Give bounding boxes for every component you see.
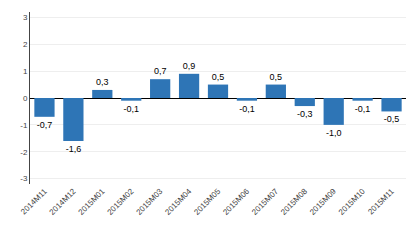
- svg-text:-0,1: -0,1: [239, 104, 255, 114]
- svg-text:2015M06: 2015M06: [221, 186, 251, 216]
- svg-text:-1: -1: [20, 121, 28, 130]
- svg-text:-3: -3: [20, 174, 28, 183]
- svg-text:-0,7: -0,7: [37, 120, 53, 130]
- svg-text:-0,1: -0,1: [123, 104, 139, 114]
- svg-text:2015M03: 2015M03: [134, 186, 164, 216]
- svg-text:-2: -2: [20, 148, 28, 157]
- svg-text:2: 2: [23, 40, 28, 49]
- svg-text:-1,0: -1,0: [326, 128, 342, 138]
- svg-text:1: 1: [23, 67, 28, 76]
- svg-text:3: 3: [23, 13, 28, 22]
- svg-text:2014M12: 2014M12: [48, 186, 78, 216]
- svg-text:2015M04: 2015M04: [163, 186, 193, 216]
- svg-text:2015M09: 2015M09: [308, 186, 338, 216]
- svg-text:-0,3: -0,3: [297, 109, 313, 119]
- svg-text:2015M08: 2015M08: [279, 186, 309, 216]
- svg-text:0,5: 0,5: [212, 72, 225, 82]
- svg-text:2015M02: 2015M02: [106, 186, 136, 216]
- svg-text:0,9: 0,9: [183, 61, 196, 71]
- svg-text:-0,5: -0,5: [384, 114, 400, 124]
- svg-text:2015M10: 2015M10: [337, 186, 367, 216]
- svg-text:0,5: 0,5: [270, 72, 283, 82]
- svg-text:2015M11: 2015M11: [366, 186, 396, 216]
- svg-text:-0,1: -0,1: [355, 104, 371, 114]
- svg-text:0,7: 0,7: [154, 66, 167, 76]
- svg-text:2015M05: 2015M05: [192, 186, 222, 216]
- svg-text:2015M07: 2015M07: [250, 186, 280, 216]
- svg-text:2015M01: 2015M01: [77, 186, 107, 216]
- svg-text:-1,6: -1,6: [66, 144, 82, 154]
- svg-text:2014M11: 2014M11: [19, 186, 49, 216]
- svg-text:0: 0: [23, 94, 28, 103]
- svg-text:0,3: 0,3: [96, 77, 109, 87]
